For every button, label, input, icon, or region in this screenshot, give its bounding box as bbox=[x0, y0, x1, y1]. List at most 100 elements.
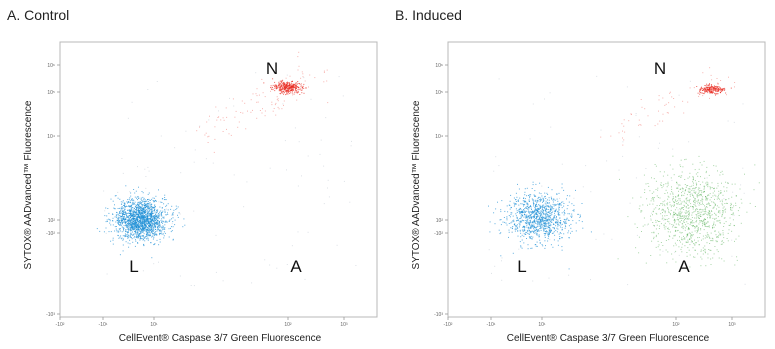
data-point bbox=[524, 198, 526, 200]
data-point bbox=[123, 217, 125, 219]
data-point bbox=[297, 91, 299, 93]
data-point bbox=[135, 236, 137, 237]
data-point bbox=[696, 86, 698, 87]
data-point bbox=[533, 221, 535, 223]
data-point bbox=[141, 225, 143, 227]
data-point bbox=[579, 216, 581, 218]
data-point bbox=[657, 187, 659, 189]
data-point bbox=[285, 86, 287, 88]
data-point bbox=[550, 229, 552, 231]
data-point bbox=[553, 216, 555, 218]
data-point bbox=[734, 240, 735, 242]
data-point bbox=[568, 201, 570, 203]
data-point bbox=[659, 254, 661, 256]
data-point bbox=[561, 163, 563, 165]
data-point bbox=[623, 139, 625, 141]
data-point bbox=[140, 197, 142, 199]
data-point bbox=[713, 223, 715, 225]
data-point bbox=[686, 221, 688, 223]
data-point bbox=[125, 221, 127, 223]
data-point bbox=[515, 203, 517, 205]
data-point bbox=[143, 197, 145, 199]
data-point bbox=[537, 224, 539, 225]
data-point bbox=[300, 83, 302, 84]
data-point bbox=[524, 191, 526, 193]
data-point bbox=[715, 213, 717, 215]
data-point bbox=[527, 230, 529, 232]
data-point bbox=[650, 218, 652, 220]
data-point bbox=[178, 212, 180, 214]
data-point bbox=[555, 204, 557, 206]
data-point bbox=[158, 221, 160, 223]
data-point bbox=[694, 217, 696, 219]
data-point bbox=[142, 239, 144, 241]
data-point bbox=[533, 210, 535, 212]
data-point bbox=[549, 220, 551, 222]
data-point bbox=[533, 205, 534, 207]
data-point bbox=[736, 256, 738, 258]
data-point bbox=[153, 243, 155, 245]
data-point bbox=[735, 202, 737, 204]
data-point bbox=[669, 204, 671, 206]
data-point bbox=[681, 239, 682, 241]
data-point bbox=[159, 230, 161, 232]
data-point bbox=[261, 78, 263, 80]
data-point bbox=[549, 232, 550, 234]
data-point bbox=[125, 224, 127, 226]
data-point bbox=[151, 210, 153, 212]
data-point bbox=[531, 238, 533, 240]
data-point bbox=[695, 182, 697, 184]
data-point bbox=[678, 211, 680, 213]
data-point bbox=[709, 214, 710, 216]
data-point bbox=[193, 161, 195, 163]
data-point bbox=[710, 90, 712, 91]
data-point bbox=[119, 215, 121, 217]
data-point bbox=[125, 225, 127, 227]
data-point bbox=[590, 279, 591, 281]
data-point bbox=[515, 208, 517, 210]
data-point bbox=[497, 201, 498, 203]
data-point bbox=[146, 219, 148, 221]
data-point bbox=[535, 183, 537, 185]
data-point bbox=[290, 82, 292, 84]
data-point bbox=[704, 225, 706, 227]
data-point bbox=[164, 224, 166, 226]
data-point bbox=[536, 229, 538, 231]
data-point bbox=[279, 82, 281, 84]
data-point bbox=[530, 214, 532, 216]
data-point bbox=[671, 204, 673, 206]
data-point bbox=[351, 140, 352, 142]
data-point bbox=[524, 204, 526, 206]
data-point bbox=[641, 106, 643, 108]
data-point bbox=[144, 207, 146, 209]
data-point bbox=[703, 219, 705, 221]
data-point bbox=[685, 206, 687, 207]
data-point bbox=[691, 217, 693, 218]
data-point bbox=[713, 188, 715, 189]
data-point bbox=[710, 197, 712, 198]
data-point bbox=[144, 212, 146, 214]
data-point bbox=[689, 194, 691, 196]
data-point bbox=[680, 203, 682, 205]
data-point bbox=[691, 185, 693, 187]
data-point bbox=[700, 213, 702, 215]
data-point bbox=[144, 228, 146, 230]
data-point bbox=[140, 232, 142, 234]
data-point bbox=[132, 213, 134, 215]
data-point bbox=[674, 201, 676, 203]
data-point bbox=[294, 89, 296, 91]
data-point bbox=[712, 227, 713, 229]
data-point bbox=[137, 227, 139, 229]
data-point bbox=[716, 89, 718, 91]
data-point bbox=[715, 85, 717, 87]
data-point bbox=[538, 223, 540, 225]
data-point bbox=[124, 208, 126, 210]
data-point bbox=[523, 211, 525, 213]
data-point bbox=[704, 89, 706, 91]
data-point bbox=[668, 229, 670, 230]
data-point bbox=[549, 227, 551, 228]
data-point bbox=[164, 221, 166, 223]
data-point bbox=[715, 195, 717, 197]
data-point bbox=[152, 213, 154, 214]
data-point bbox=[539, 239, 541, 241]
